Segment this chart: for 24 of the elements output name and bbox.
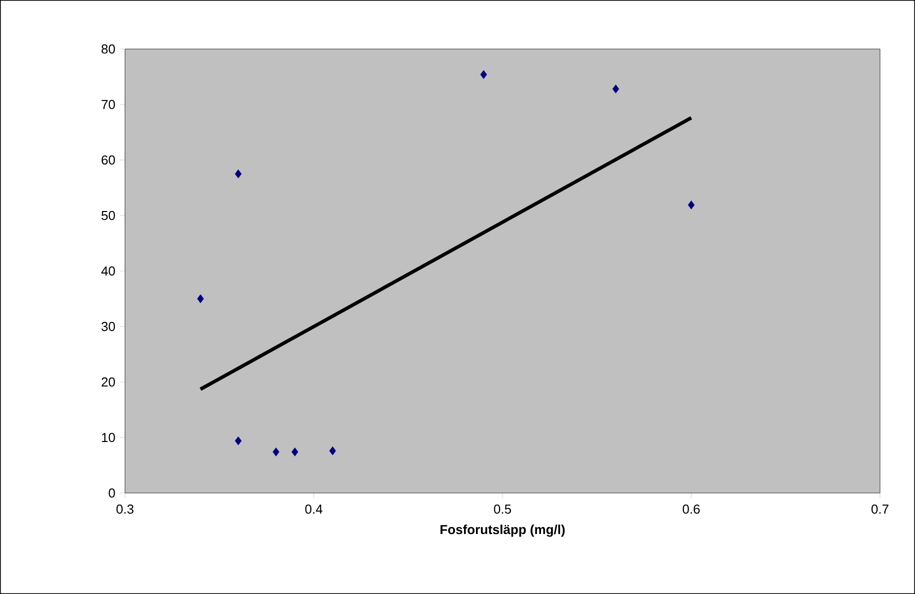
y-tick-label: 70: [102, 100, 115, 110]
x-tick-label: 0.5: [494, 504, 511, 514]
point: [234, 436, 242, 446]
y-tick-label: 0: [108, 488, 115, 498]
y-tick-label: 60: [102, 155, 115, 165]
point: [234, 169, 242, 178]
x-tick-label: 0.4: [305, 504, 322, 514]
y-tick-label: 50: [102, 210, 115, 220]
x-tick-label: 0.7: [871, 504, 888, 514]
point: [292, 448, 298, 456]
y-tick-label: 10: [102, 432, 115, 442]
x-tick-label: 0.6: [682, 504, 700, 514]
point: [688, 200, 695, 210]
y-tick-label: 80: [102, 44, 115, 54]
point: [480, 70, 487, 79]
point: [612, 84, 620, 94]
y-tick-label: 40: [101, 266, 115, 276]
point: [197, 294, 204, 304]
x-tick-label: 0.3: [116, 504, 134, 514]
point: [329, 446, 336, 456]
x-axis-title: Fosforutsläpp (mg/l): [440, 524, 565, 537]
y-tick-label: 30: [102, 322, 115, 332]
y-tick-label: 20: [102, 377, 115, 387]
point: [272, 448, 280, 456]
